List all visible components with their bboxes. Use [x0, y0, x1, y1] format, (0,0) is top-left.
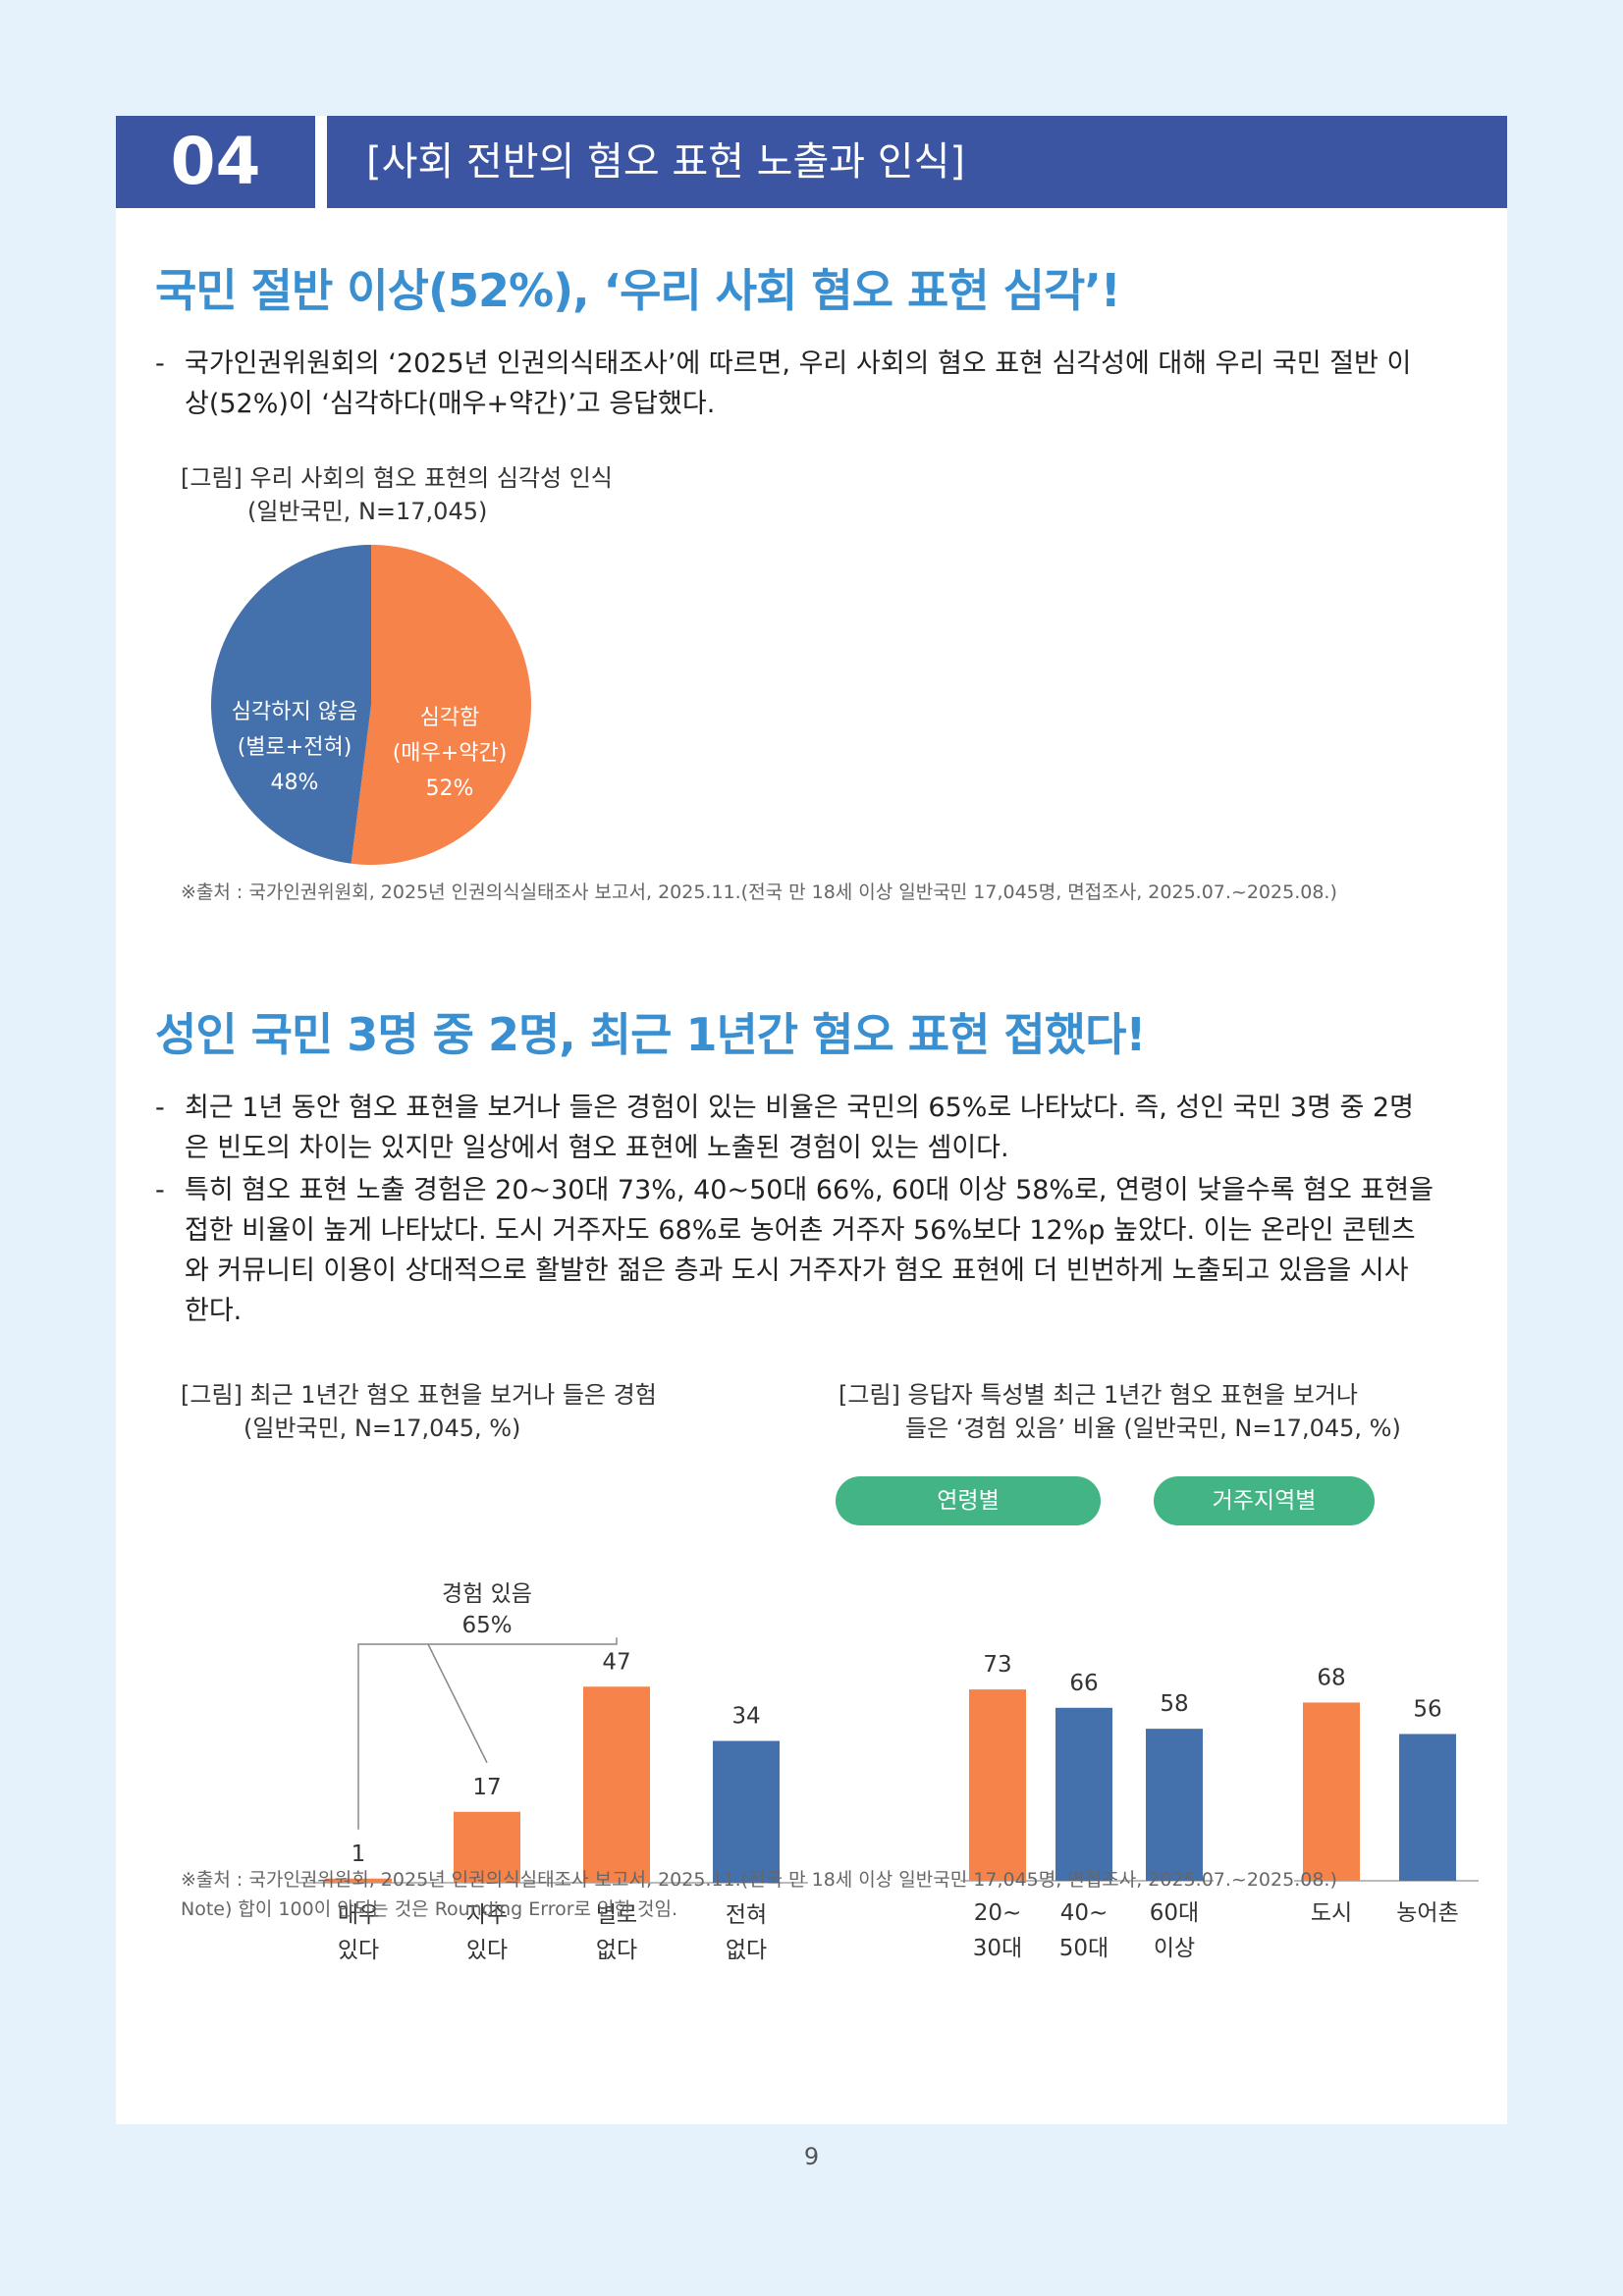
bar-category-label: 20~ [974, 1900, 1022, 1926]
bullet-dash: - [155, 348, 165, 379]
section-header: 04 [사회 전반의 혐오 표현 노출과 인식] [116, 116, 1507, 208]
section-header-title: [사회 전반의 혐오 표현 노출과 인식] [366, 139, 965, 185]
bar-category-label: 30대 [973, 1936, 1022, 1961]
bar-category-label: 60대 [1150, 1900, 1199, 1926]
bar-right-caption-title: [그림] 응답자 특성별 최근 1년간 혐오 표현을 보거나 [839, 1381, 1358, 1409]
bar-value-label: 56 [1413, 1696, 1441, 1722]
pie-slice-label: 심각하지 않음 [232, 700, 357, 724]
bullet-line: 접한 비율이 높게 나타났다. 도시 거주자도 68%로 농어촌 거주자 56%… [185, 1215, 1416, 1246]
pie-slice-label: (별로+전혀) [238, 735, 352, 760]
bar-category-label: 50대 [1059, 1936, 1109, 1961]
page-number: 9 [803, 2143, 820, 2170]
bar-category-label: 농어촌 [1396, 1900, 1458, 1926]
bar-source: ※출처 : 국가인권위원회, 2025년 인권의식실태조사 보고서, 2025.… [181, 1869, 1337, 1891]
bar-value-label: 17 [472, 1775, 501, 1800]
bar [969, 1689, 1026, 1881]
pie-source: ※출처 : 국가인권위원회, 2025년 인권의식실태조사 보고서, 2025.… [181, 881, 1337, 903]
bar-category-label: 매우 [338, 1902, 379, 1928]
bar-category-label: 있다 [338, 1938, 379, 1963]
pie-slice [210, 545, 371, 864]
bullet-line: 특히 혐오 표현 노출 경험은 20~30대 73%, 40~50대 66%, … [185, 1175, 1434, 1205]
bar [1399, 1734, 1456, 1881]
bar [1303, 1702, 1360, 1881]
bar-value-label: 47 [602, 1649, 630, 1675]
header-divider [315, 116, 327, 208]
bullet-dash: - [155, 1093, 165, 1123]
bar-category-label: 이상 [1154, 1936, 1195, 1961]
bar-category-label: 없다 [726, 1938, 767, 1963]
bar [1055, 1707, 1112, 1881]
region-group-pill: 거주지역별 [1154, 1476, 1375, 1525]
bar-left-caption: [그림] 최근 1년간 혐오 표현을 보거나 들은 경험 (일반국민, N=17… [181, 1378, 657, 1445]
experience-bracket [357, 1637, 618, 1830]
page: 04 [사회 전반의 혐오 표현 노출과 인식] 국민 절반 이상(52%), … [116, 116, 1507, 2124]
bullet-dash: - [155, 1175, 165, 1205]
bar-value-label: 34 [731, 1704, 760, 1730]
bar [325, 1878, 392, 1883]
bullet-line: 최근 1년 동안 혐오 표현을 보거나 들은 경험이 있는 비율은 국민의 65… [185, 1093, 1414, 1123]
pie-slice-label: 심각함 [420, 706, 480, 730]
section1-body: - 국가인권위원회의 ‘2025년 인권의식태조사’에 따르면, 우리 사회의 혐… [155, 344, 1510, 426]
bar-left-caption-title: [그림] 최근 1년간 혐오 표현을 보거나 들은 경험 [181, 1381, 657, 1409]
bar-category-label: 40~ [1060, 1900, 1109, 1926]
bar-value-label: 73 [983, 1652, 1011, 1678]
pie-caption: [그림] 우리 사회의 혐오 표현의 심각성 인식 (일반국민, N=17,04… [181, 461, 613, 528]
bar-left-caption-sub: (일반국민, N=17,045, %) [243, 1415, 521, 1442]
bar-category-label: 있다 [466, 1938, 508, 1963]
bar-category-label: 없다 [596, 1938, 637, 1963]
bracket-value: 65% [461, 1613, 512, 1638]
bar-right-caption: [그림] 응답자 특성별 최근 1년간 혐오 표현을 보거나 들은 ‘경험 있음… [839, 1378, 1401, 1445]
bar [583, 1686, 650, 1883]
bar [1146, 1729, 1203, 1881]
section2-title: 성인 국민 3명 중 2명, 최근 1년간 혐오 표현 접했다! [155, 1008, 1146, 1061]
bar-right-caption-sub: 들은 ‘경험 있음’ 비율 (일반국민, N=17,045, %) [905, 1415, 1401, 1442]
pie-caption-title: [그림] 우리 사회의 혐오 표현의 심각성 인식 [181, 464, 613, 492]
bar-category-label: 전혀 [726, 1902, 767, 1928]
bullet-line: 상(52%)이 ‘심각하다(매우+약간)’고 응답했다. [185, 389, 716, 419]
bar [454, 1811, 520, 1883]
section1-bullet: - 국가인권위원회의 ‘2025년 인권의식태조사’에 따르면, 우리 사회의 혐… [155, 344, 1510, 424]
section1-title: 국민 절반 이상(52%), ‘우리 사회 혐오 표현 심각’! [155, 264, 1121, 317]
section2-body: - 최근 1년 동안 혐오 표현을 보거나 들은 경험이 있는 비율은 국민의 6… [155, 1088, 1510, 1333]
bullet-line: 국가인권위원회의 ‘2025년 인권의식태조사’에 따르면, 우리 사회의 혐오… [185, 348, 1412, 379]
bar-value-label: 66 [1069, 1671, 1098, 1696]
pie-slice-label: 48% [271, 771, 319, 795]
pie-caption-sub: (일반국민, N=17,045) [247, 498, 488, 525]
bar-value-label: 1 [352, 1842, 366, 1867]
section2-bullet: - 최근 1년 동안 혐오 표현을 보거나 들은 경험이 있는 비율은 국민의 6… [155, 1088, 1510, 1168]
age-group-pill: 연령별 [836, 1476, 1101, 1525]
bar-category-label: 별로 [596, 1902, 637, 1928]
bar-value-label: 58 [1160, 1691, 1188, 1717]
bullet-line: 한다. [185, 1296, 243, 1326]
bar-note: Note) 합이 100이 안되는 것은 Rounding Error로 인한 … [181, 1898, 678, 1920]
bracket-label: 경험 있음 [442, 1581, 532, 1607]
bar-value-label: 68 [1317, 1665, 1345, 1690]
bullet-line: 은 빈도의 차이는 있지만 일상에서 혐오 표현에 노출된 경험이 있는 셈이다… [185, 1133, 1009, 1163]
bar-category-label: 자주 [466, 1902, 508, 1928]
section-number: 04 [170, 124, 261, 199]
bullet-line: 와 커뮤니티 이용이 상대적으로 활발한 젊은 층과 도시 거주자가 혐오 표현… [185, 1255, 1409, 1286]
bar [713, 1740, 780, 1883]
pie-slice-label: (매우+약간) [393, 741, 508, 766]
pie-slice [351, 545, 531, 865]
pie-chart: 심각함 (매우+약간) 52% 심각하지 않음 (별로+전혀) 48% [210, 545, 531, 865]
section2-bullet: - 특히 혐오 표현 노출 경험은 20~30대 73%, 40~50대 66%,… [155, 1170, 1510, 1331]
pie-slice-label: 52% [426, 776, 474, 801]
bar-category-label: 도시 [1311, 1900, 1352, 1926]
